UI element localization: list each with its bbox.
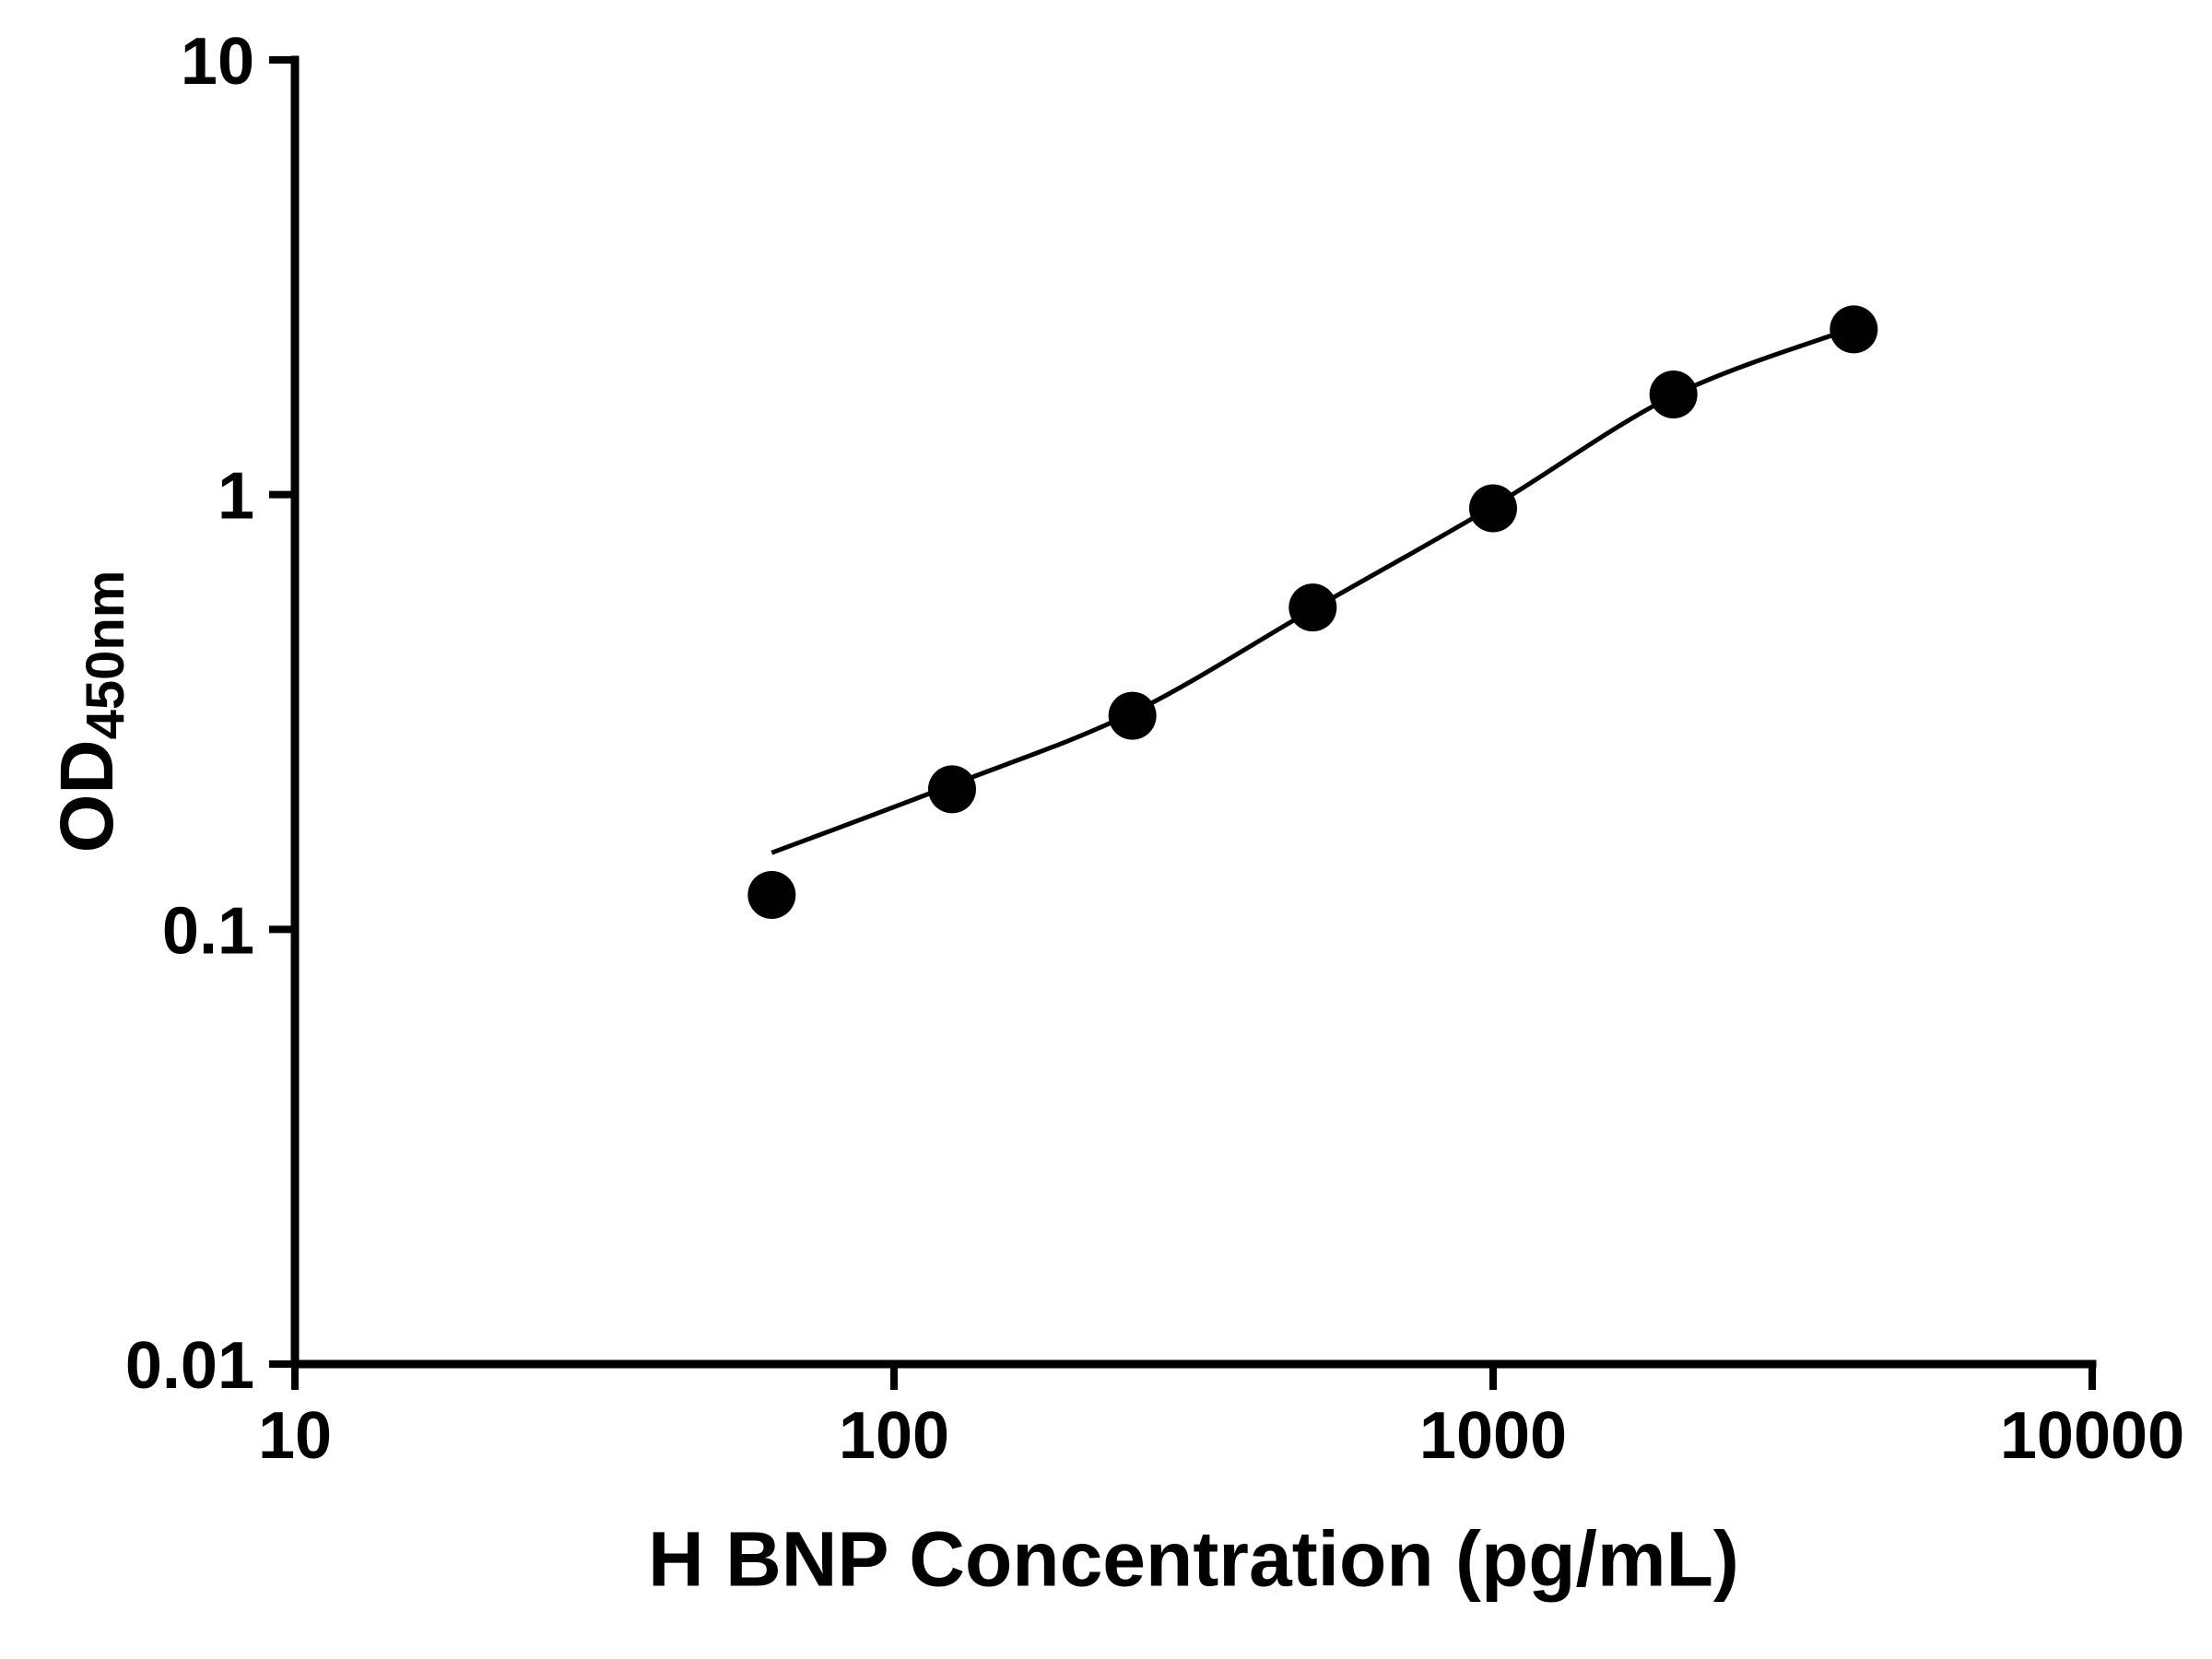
data-point [1830, 305, 1878, 354]
y-axis-tick-label: 0.1 [162, 894, 254, 968]
data-point [1108, 691, 1157, 740]
x-axis-title: H BNP Concentration (pg/mL) [648, 1515, 1739, 1605]
x-axis-tick-label: 10 [258, 1399, 332, 1473]
x-axis-tick-label: 10000 [2000, 1399, 2184, 1473]
data-point [1649, 370, 1698, 418]
y-axis-tick-label: 0.01 [125, 1329, 254, 1403]
data-point [1469, 484, 1517, 533]
x-axis-title-text: H BNP Concentration (pg/mL) [648, 1515, 1739, 1603]
y-axis-title-sub: 450nm [76, 570, 135, 740]
y-axis-tick-label: 10 [181, 25, 254, 99]
data-point [747, 870, 796, 919]
y-axis-tick-label: 1 [218, 460, 254, 534]
y-axis-title: OD450nm [44, 571, 136, 853]
x-axis-tick-label: 1000 [1419, 1399, 1567, 1473]
axis-lines [290, 55, 2097, 1369]
data-point [1288, 583, 1337, 632]
data-point [927, 765, 976, 814]
x-axis-tick-label: 100 [839, 1399, 949, 1473]
y-axis-title-main: OD [45, 739, 129, 853]
